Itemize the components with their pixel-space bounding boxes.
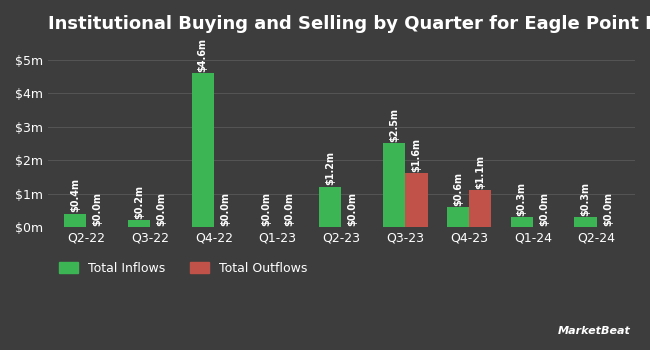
Text: $1.1m: $1.1m	[475, 155, 486, 189]
Text: $0.0m: $0.0m	[284, 192, 294, 226]
Text: $0.0m: $0.0m	[539, 192, 549, 226]
Text: $0.3m: $0.3m	[580, 182, 591, 216]
Bar	[319, 187, 341, 227]
Text: $0.2m: $0.2m	[134, 185, 144, 219]
Text: $0.4m: $0.4m	[70, 178, 80, 212]
Bar	[469, 190, 491, 227]
Text: $0.3m: $0.3m	[517, 182, 526, 216]
Text: $0.0m: $0.0m	[261, 192, 272, 226]
Bar	[447, 207, 469, 227]
Text: MarketBeat: MarketBeat	[558, 326, 630, 336]
Text: Institutional Buying and Selling by Quarter for Eagle Point Income: Institutional Buying and Selling by Quar…	[48, 15, 650, 33]
Text: $0.0m: $0.0m	[92, 192, 103, 226]
Bar	[383, 143, 406, 227]
Legend: Total Inflows, Total Outflows: Total Inflows, Total Outflows	[54, 257, 313, 280]
Bar	[406, 174, 428, 227]
Text: $0.6m: $0.6m	[453, 172, 463, 205]
Bar	[128, 220, 150, 227]
Bar	[192, 73, 214, 227]
Text: $0.0m: $0.0m	[156, 192, 166, 226]
Text: $1.2m: $1.2m	[326, 152, 335, 186]
Text: $1.6m: $1.6m	[411, 138, 421, 172]
Text: $0.0m: $0.0m	[603, 192, 613, 226]
Text: $0.0m: $0.0m	[348, 192, 358, 226]
Bar	[511, 217, 533, 227]
Text: $0.0m: $0.0m	[220, 192, 230, 226]
Bar	[575, 217, 597, 227]
Text: $2.5m: $2.5m	[389, 108, 399, 142]
Bar	[64, 214, 86, 227]
Text: $4.6m: $4.6m	[198, 38, 208, 72]
